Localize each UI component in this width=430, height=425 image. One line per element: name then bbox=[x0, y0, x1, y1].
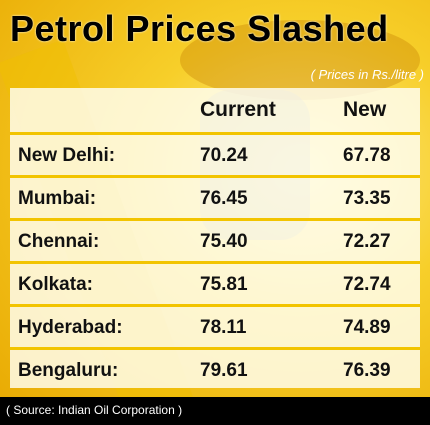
source: ( Source: Indian Oil Corporation ) bbox=[6, 403, 183, 417]
price: 72.74 bbox=[343, 274, 391, 295]
city: Bengaluru: bbox=[18, 360, 119, 381]
footer: ( Source: Indian Oil Corporation ) bbox=[0, 397, 430, 425]
price: 72.27 bbox=[343, 231, 391, 252]
city: Kolkata: bbox=[18, 274, 93, 295]
city: Hyderabad: bbox=[18, 317, 123, 338]
column-header: Current bbox=[200, 98, 276, 121]
price: 73.35 bbox=[343, 188, 391, 209]
table-row: Kolkata: 75.81 72.74 bbox=[10, 261, 420, 304]
price: 67.78 bbox=[343, 145, 391, 166]
city: Mumbai: bbox=[18, 188, 97, 209]
city: Chennai: bbox=[18, 231, 100, 252]
price: 76.45 bbox=[200, 188, 248, 209]
price: 76.39 bbox=[343, 360, 391, 381]
table-row: New Delhi: 70.24 67.78 bbox=[10, 132, 420, 175]
city: New Delhi: bbox=[18, 145, 116, 166]
price: 75.81 bbox=[200, 274, 248, 295]
subtitle: ( Prices in Rs./litre ) bbox=[310, 67, 424, 82]
table-row: Mumbai: 76.45 73.35 bbox=[10, 175, 420, 218]
column-header: New bbox=[343, 98, 387, 121]
price: 70.24 bbox=[200, 145, 248, 166]
table-row: Hyderabad: 78.11 74.89 bbox=[10, 304, 420, 347]
price: 75.40 bbox=[200, 231, 248, 252]
price: 78.11 bbox=[200, 317, 247, 338]
table-panel bbox=[10, 88, 420, 388]
title: Petrol Prices Slashed bbox=[10, 8, 389, 49]
table-row: Chennai: 75.40 72.27 bbox=[10, 218, 420, 261]
price: 79.61 bbox=[200, 360, 248, 381]
price: 74.89 bbox=[343, 317, 391, 338]
table-row: Bengaluru: 79.61 76.39 bbox=[10, 347, 420, 390]
